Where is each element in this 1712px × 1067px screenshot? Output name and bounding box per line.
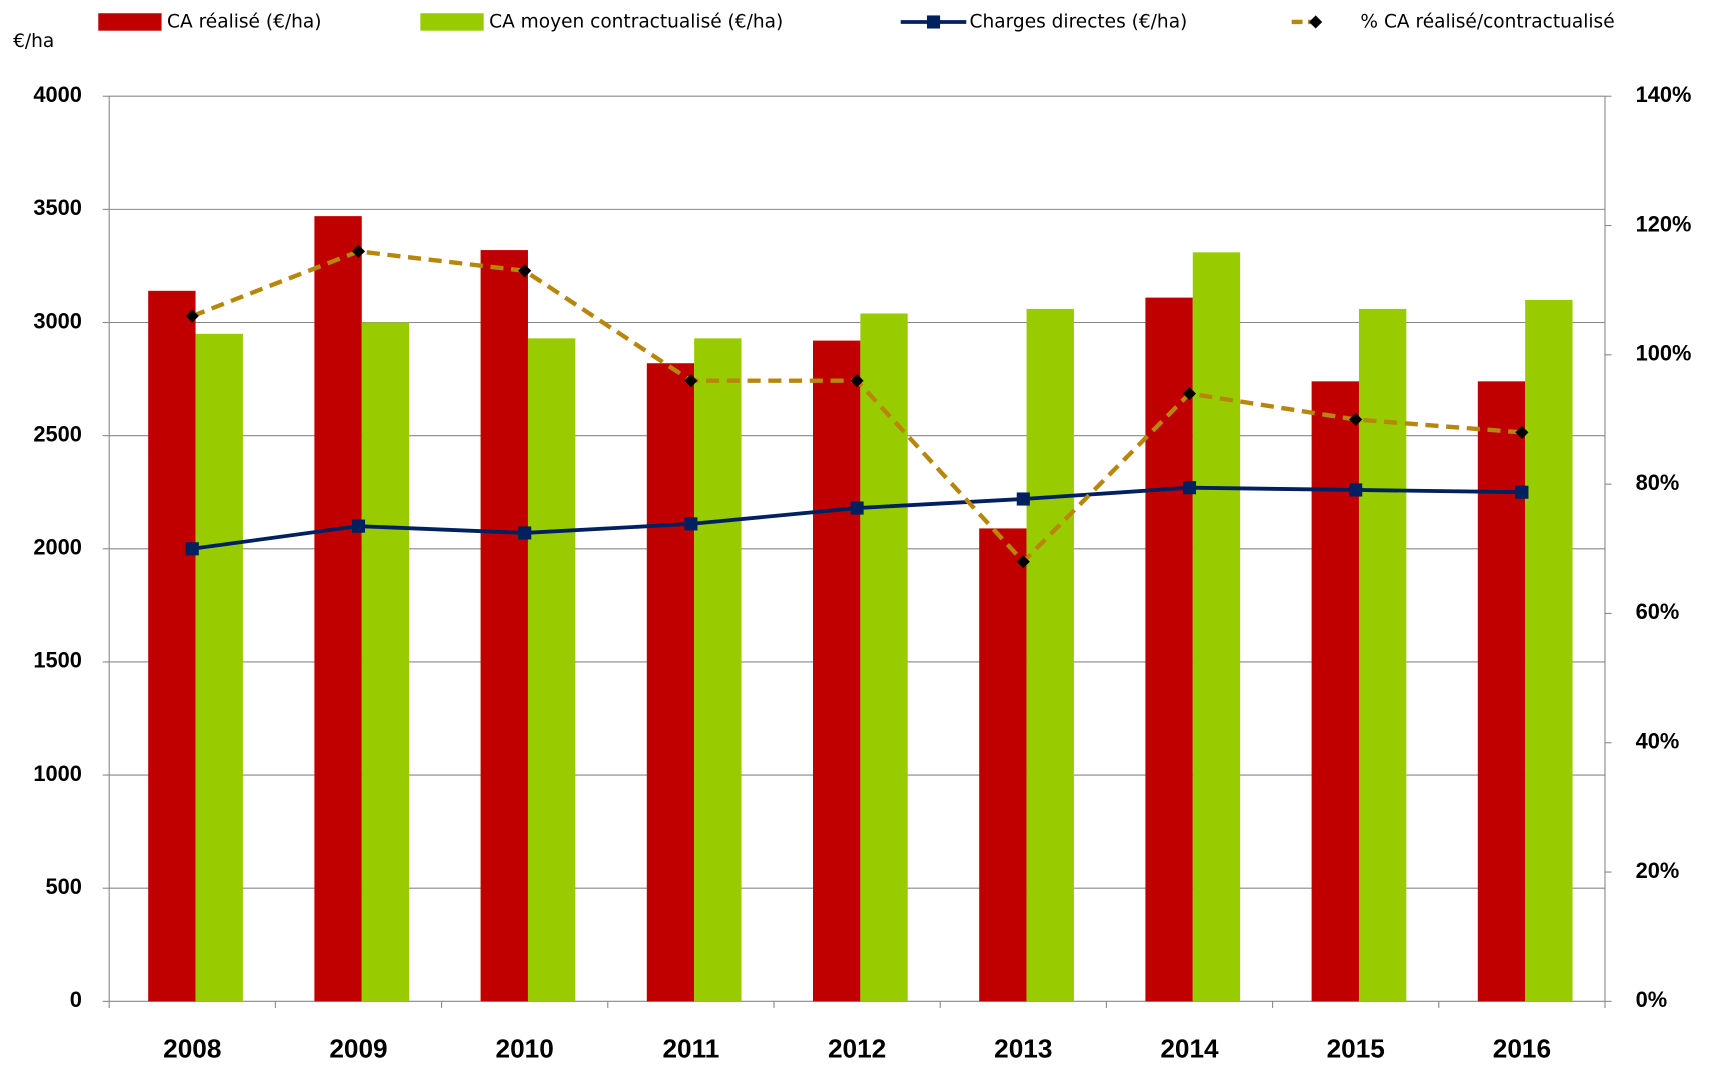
x-tick-label: 2014 xyxy=(1160,1033,1219,1063)
bar xyxy=(1477,381,1526,1002)
legend-marker xyxy=(1309,15,1323,29)
bar xyxy=(979,528,1027,1002)
marker xyxy=(684,374,698,388)
y-tick-label: 1000 xyxy=(33,761,82,786)
y2-tick-label: 20% xyxy=(1636,858,1680,883)
marker xyxy=(684,517,698,531)
y-tick-label: 3000 xyxy=(33,308,82,333)
x-tick-label: 2009 xyxy=(329,1033,387,1063)
x-tick-label: 2010 xyxy=(496,1033,554,1063)
bar xyxy=(361,322,410,1002)
y2-tick-label: 0% xyxy=(1636,987,1668,1012)
bar xyxy=(1145,297,1193,1002)
marker xyxy=(1016,492,1030,506)
x-tick-label: 2012 xyxy=(828,1033,886,1063)
legend-label: CA réalisé (€/ha) xyxy=(167,11,321,32)
legend-marker xyxy=(926,15,941,29)
bar xyxy=(1525,299,1573,1002)
bar xyxy=(1358,308,1407,1002)
marker xyxy=(351,519,366,533)
y-tick-label: 3500 xyxy=(33,195,82,220)
y2-tick-label: 120% xyxy=(1636,211,1692,236)
marker xyxy=(1515,425,1529,439)
y2-tick-label: 100% xyxy=(1636,341,1692,366)
y-axis-label: €/ha xyxy=(13,31,54,52)
bar xyxy=(480,250,528,1002)
bar xyxy=(694,338,742,1002)
y2-tick-label: 40% xyxy=(1636,729,1680,754)
marker xyxy=(850,374,864,388)
y-tick-label: 0 xyxy=(70,987,82,1012)
y-tick-label: 1500 xyxy=(33,648,82,673)
legend-label: CA moyen contractualisé (€/ha) xyxy=(489,11,783,32)
bar xyxy=(1311,381,1359,1002)
legend-swatch xyxy=(98,13,162,31)
x-tick-label: 2015 xyxy=(1327,1033,1385,1063)
x-tick-label: 2016 xyxy=(1493,1033,1551,1063)
y2-tick-label: 140% xyxy=(1636,82,1692,107)
marker xyxy=(351,244,366,258)
bar xyxy=(812,340,861,1002)
marker xyxy=(850,501,864,515)
y-tick-label: 500 xyxy=(45,874,81,899)
y-tick-label: 2500 xyxy=(33,421,82,446)
x-tick-label: 2008 xyxy=(163,1033,221,1063)
bar xyxy=(148,290,196,1002)
y2-tick-label: 80% xyxy=(1636,470,1680,495)
marker xyxy=(1349,483,1363,497)
x-tick-label: 2011 xyxy=(662,1033,719,1063)
marker xyxy=(1349,412,1363,427)
bar xyxy=(314,216,362,1002)
y2-tick-label: 60% xyxy=(1636,599,1680,624)
marker xyxy=(185,542,199,556)
bar xyxy=(1026,308,1074,1002)
legend-swatch xyxy=(420,13,484,31)
marker xyxy=(518,526,532,540)
marker xyxy=(518,264,532,278)
bar xyxy=(527,338,576,1002)
marker xyxy=(1515,485,1529,499)
bar xyxy=(1192,252,1241,1002)
marker xyxy=(1182,481,1197,495)
legend-label: % CA réalisé/contractualisé xyxy=(1360,11,1614,32)
legend-label: Charges directes (€/ha) xyxy=(970,11,1188,32)
x-tick-label: 2013 xyxy=(994,1033,1052,1063)
bar xyxy=(646,363,695,1002)
bar xyxy=(860,313,908,1002)
y-tick-label: 4000 xyxy=(33,82,82,107)
bar xyxy=(195,333,243,1002)
marker xyxy=(185,309,199,323)
y-tick-label: 2000 xyxy=(33,535,82,560)
marker xyxy=(1182,387,1197,401)
